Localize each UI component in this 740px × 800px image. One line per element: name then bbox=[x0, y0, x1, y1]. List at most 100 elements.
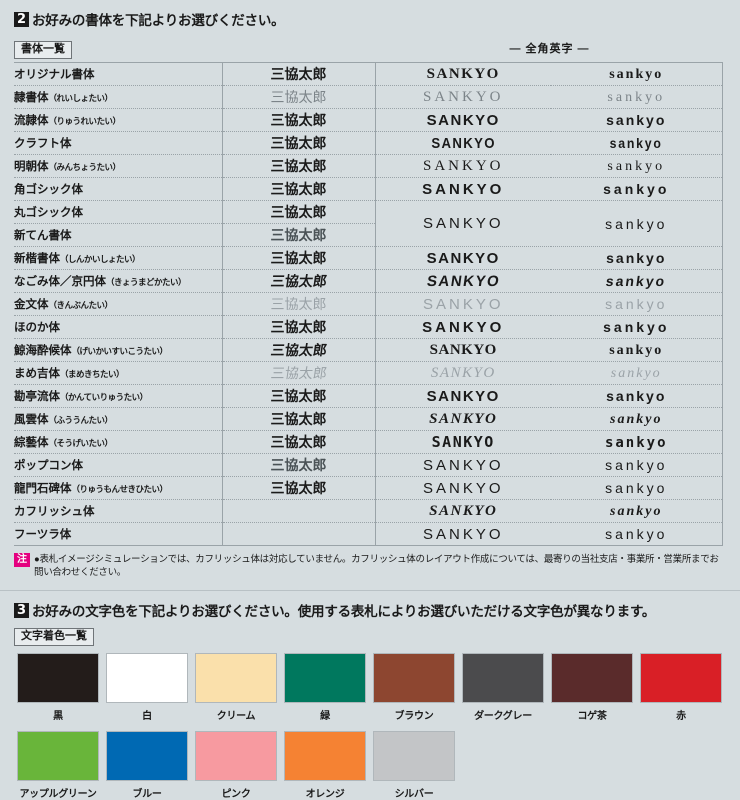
lower-sample-cell: sankyo bbox=[551, 499, 723, 523]
lower-sample: sankyo bbox=[609, 135, 663, 151]
table-row: 隷書体（れいしょたい） 三協太郎 SANKYO sankyo bbox=[14, 85, 723, 109]
font-name: 明朝体 bbox=[14, 161, 49, 173]
font-name-cell: 明朝体（みんちょうたい） bbox=[14, 154, 223, 178]
font-reading: （れいしょたい） bbox=[48, 93, 114, 103]
kanji-sample-cell bbox=[222, 522, 376, 546]
color-swatch[interactable]: コゲ茶 bbox=[548, 653, 636, 722]
font-name: カフリッシュ体 bbox=[14, 506, 95, 518]
upper-sample-cell: SANKYO bbox=[375, 246, 551, 270]
upper-sample: SANKYO bbox=[422, 318, 505, 336]
font-name: オリジナル書体 bbox=[14, 69, 95, 81]
upper-sample: SANKYO bbox=[430, 365, 496, 381]
color-swatch[interactable]: ブルー bbox=[103, 731, 191, 800]
font-name: 新てん書体 bbox=[14, 230, 72, 242]
lower-sample: sankyo bbox=[609, 343, 664, 358]
lower-sample: sankyo bbox=[610, 366, 662, 381]
font-name-cell: 流隷体（りゅうれいたい） bbox=[14, 108, 223, 132]
color-swatch[interactable]: 白 bbox=[103, 653, 191, 722]
lower-sample-cell: sankyo bbox=[551, 131, 723, 155]
zenkaku-header: ― 全角英字 ― bbox=[509, 43, 590, 55]
lower-sample: sankyo bbox=[605, 526, 668, 542]
font-name-cell: ポップコン体 bbox=[14, 453, 223, 477]
upper-sample-cell: SANKYO bbox=[375, 476, 551, 500]
color-label: クリーム bbox=[216, 711, 256, 722]
lower-sample-cell: sankyo bbox=[551, 384, 723, 408]
font-reading: （みんちょうたい） bbox=[48, 162, 122, 172]
lower-sample-cell: sankyo bbox=[551, 453, 723, 477]
kanji-sample: 三協太郎 bbox=[270, 298, 327, 313]
color-swatch[interactable]: 黒 bbox=[14, 653, 102, 722]
note-badge: 注 bbox=[14, 553, 30, 567]
table-row: 新楷書体（しんかいしょたい） 三協太郎 SANKYO sankyo bbox=[14, 246, 723, 270]
lower-sample-cell: sankyo bbox=[551, 522, 723, 546]
table-row: オリジナル書体 三協太郎 SANKYO sankyo bbox=[14, 62, 723, 86]
font-name-cell: ほのか体 bbox=[14, 315, 223, 339]
upper-sample: SANKYO bbox=[422, 89, 504, 105]
color-swatch[interactable]: オレンジ bbox=[281, 731, 369, 800]
font-reading: （かんていりゅうたい） bbox=[60, 392, 148, 402]
upper-sample-cell: SANKYO bbox=[375, 62, 551, 86]
upper-sample-cell: SANKYO bbox=[375, 338, 551, 362]
lower-sample: sankyo bbox=[605, 457, 668, 473]
color-swatch[interactable]: ダークグレー bbox=[459, 653, 547, 722]
table-row: 鯨海酔候体（げいかいすいこうたい） 三協太郎 SANKYO sankyo bbox=[14, 338, 723, 362]
lower-sample-cell: sankyo bbox=[551, 246, 723, 270]
color-swatch[interactable]: シルバー bbox=[370, 731, 458, 800]
font-name: 隷書体 bbox=[14, 92, 49, 104]
upper-sample-cell: SANKYO bbox=[375, 315, 551, 339]
kanji-sample: 三協太郎 bbox=[270, 68, 327, 83]
upper-sample: SANKYO bbox=[425, 272, 502, 290]
upper-sample-cell: SANKYO bbox=[375, 453, 551, 477]
lower-sample-cell: sankyo bbox=[551, 338, 723, 362]
color-label: 黒 bbox=[53, 711, 63, 722]
color-chip bbox=[195, 653, 277, 703]
upper-sample: SANKYO bbox=[426, 387, 500, 405]
color-label: 白 bbox=[142, 711, 152, 722]
color-swatch[interactable]: 赤 bbox=[637, 653, 725, 722]
upper-sample: SANKYO bbox=[422, 456, 504, 474]
color-label: アップルグリーン bbox=[19, 789, 97, 800]
lower-sample: sankyo bbox=[606, 250, 667, 266]
upper-sample-cell: SANKYO bbox=[375, 430, 551, 454]
kanji-sample-cell bbox=[222, 499, 376, 523]
lower-sample-cell: sankyo bbox=[551, 476, 723, 500]
kanji-sample-cell: 三協太郎 bbox=[222, 430, 376, 454]
font-reading: （まめきちたい） bbox=[60, 369, 125, 379]
font-name: ほのか体 bbox=[14, 322, 60, 334]
table-row: クラフト体 三協太郎 SANKYO sankyo bbox=[14, 131, 723, 155]
table-row: 綜藝体（そうげいたい） 三協太郎 SANKYO sankyo bbox=[14, 430, 723, 454]
font-name: 風雲体 bbox=[14, 414, 49, 426]
upper-sample-cell: SANKYO bbox=[375, 499, 551, 523]
lower-sample-cell: sankyo bbox=[551, 292, 723, 316]
color-swatch[interactable]: アップルグリーン bbox=[14, 731, 102, 800]
font-name-cell: カフリッシュ体 bbox=[14, 499, 223, 523]
upper-sample-cell: SANKYO bbox=[375, 85, 551, 109]
lower-sample: sankyo bbox=[606, 388, 667, 404]
font-name: 鯨海酔候体 bbox=[14, 345, 72, 357]
lower-sample-cell: sankyo bbox=[551, 177, 723, 201]
font-name: なごみ体／京円体 bbox=[14, 276, 106, 288]
upper-sample: SANKYO bbox=[422, 215, 504, 232]
table-row: ポップコン体 三協太郎 SANKYO sankyo bbox=[14, 453, 723, 477]
upper-sample-cell: SANKYO bbox=[375, 108, 551, 132]
color-label: シルバー bbox=[394, 789, 434, 800]
color-swatch[interactable]: ピンク bbox=[192, 731, 280, 800]
lower-sample: sankyo bbox=[605, 273, 668, 289]
color-chip bbox=[284, 653, 366, 703]
kanji-sample: 三協太郎 bbox=[270, 413, 327, 428]
kanji-sample: 三協太郎 bbox=[269, 274, 328, 290]
table-row: 金文体（きんぶんたい） 三協太郎 SANKYO sankyo bbox=[14, 292, 723, 316]
table-row: 角ゴシック体 三協太郎 SANKYO sankyo bbox=[14, 177, 723, 201]
lower-sample-cell: sankyo bbox=[551, 269, 723, 293]
color-swatch[interactable]: クリーム bbox=[192, 653, 280, 722]
lower-sample-cell: sankyo bbox=[551, 430, 723, 454]
font-name-cell: 綜藝体（そうげいたい） bbox=[14, 430, 223, 454]
color-swatch[interactable]: 緑 bbox=[281, 653, 369, 722]
fonts-section-heading: 2 お好みの書体を下記よりお選びください。 bbox=[0, 0, 740, 35]
lower-sample-cell: sankyo bbox=[551, 85, 723, 109]
font-name-cell: クラフト体 bbox=[14, 131, 223, 155]
kanji-sample: 三協太郎 bbox=[270, 204, 327, 220]
table-row: カフリッシュ体 SANKYO sankyo bbox=[14, 499, 723, 523]
font-reading: （げいかいすいこうたい） bbox=[71, 346, 169, 356]
color-swatch[interactable]: ブラウン bbox=[370, 653, 458, 722]
